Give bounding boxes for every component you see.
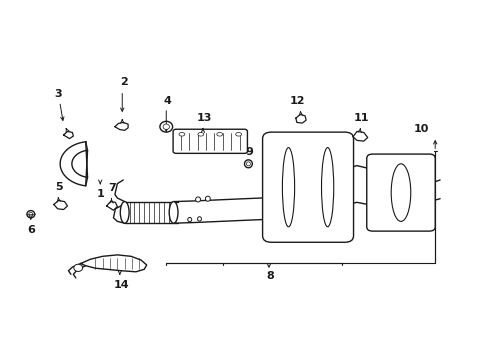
FancyBboxPatch shape xyxy=(262,132,353,242)
Text: 4: 4 xyxy=(163,96,171,106)
Text: 6: 6 xyxy=(27,225,35,235)
Ellipse shape xyxy=(321,148,333,227)
Ellipse shape xyxy=(29,212,33,216)
Ellipse shape xyxy=(198,132,203,136)
Ellipse shape xyxy=(216,132,222,136)
Ellipse shape xyxy=(74,264,82,271)
Ellipse shape xyxy=(120,202,129,223)
Text: 5: 5 xyxy=(55,181,62,192)
Ellipse shape xyxy=(246,162,250,166)
Ellipse shape xyxy=(197,217,201,221)
Ellipse shape xyxy=(187,217,191,222)
Ellipse shape xyxy=(390,164,410,221)
Text: 10: 10 xyxy=(413,124,428,134)
Ellipse shape xyxy=(160,121,172,132)
FancyBboxPatch shape xyxy=(366,154,434,231)
Ellipse shape xyxy=(195,197,200,202)
Text: 13: 13 xyxy=(196,113,212,123)
Ellipse shape xyxy=(169,202,178,223)
Text: 3: 3 xyxy=(54,89,61,99)
Text: 7: 7 xyxy=(108,183,116,193)
Text: 9: 9 xyxy=(245,147,253,157)
Text: 2: 2 xyxy=(120,77,127,87)
Text: 8: 8 xyxy=(265,271,273,281)
Ellipse shape xyxy=(235,132,241,136)
Polygon shape xyxy=(60,142,87,186)
Text: 14: 14 xyxy=(113,280,129,290)
Ellipse shape xyxy=(282,148,294,227)
Text: 12: 12 xyxy=(289,96,305,106)
Ellipse shape xyxy=(163,124,169,130)
FancyBboxPatch shape xyxy=(173,129,247,153)
Polygon shape xyxy=(81,255,146,272)
Ellipse shape xyxy=(179,132,184,136)
Text: 1: 1 xyxy=(96,189,104,199)
Ellipse shape xyxy=(244,160,252,168)
Ellipse shape xyxy=(27,211,35,218)
Ellipse shape xyxy=(205,196,210,201)
Text: 11: 11 xyxy=(353,113,369,123)
